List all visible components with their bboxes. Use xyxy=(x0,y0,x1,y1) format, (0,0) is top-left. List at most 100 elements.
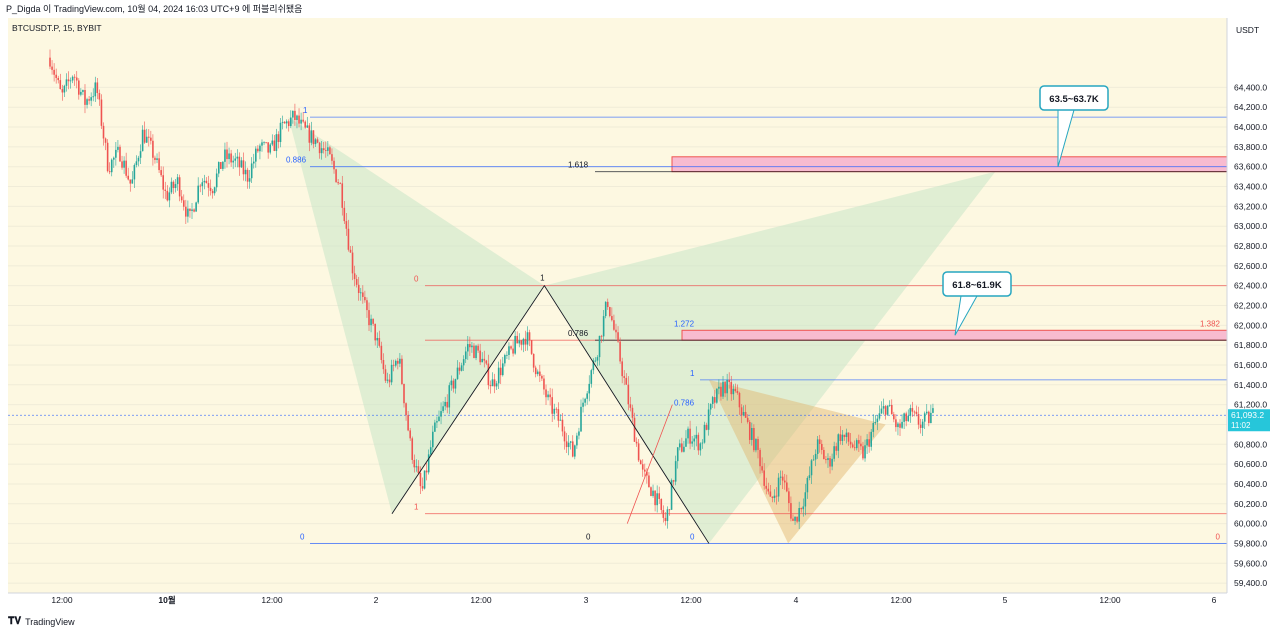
price-axis[interactable]: USDT 64,400.0 64,200.0 64,000.0 63,800.0 63,6… xyxy=(1226,18,1280,595)
candle-body xyxy=(870,431,872,447)
candle-body xyxy=(569,441,572,443)
candle-body xyxy=(271,140,274,145)
candle-body xyxy=(841,434,844,441)
candle-body xyxy=(211,190,214,194)
candle-body xyxy=(353,273,356,280)
candle-body xyxy=(872,423,875,432)
candle-body xyxy=(226,149,228,160)
candle-body xyxy=(113,157,115,160)
candle-body xyxy=(829,458,831,467)
candle-body xyxy=(203,180,206,183)
candle-body xyxy=(349,249,352,253)
candle-body xyxy=(773,495,776,498)
candle-body xyxy=(629,404,632,408)
candle-body xyxy=(858,440,860,444)
candle-body xyxy=(477,345,479,351)
candle-body xyxy=(108,171,111,173)
time-tick-label: 12:00 xyxy=(51,595,73,605)
candle-body xyxy=(324,150,327,151)
candle-body xyxy=(355,279,358,285)
price-tick-label: 63,200.0 xyxy=(1234,201,1267,211)
candle-body xyxy=(691,441,693,444)
candle-body xyxy=(347,228,350,250)
candle-body xyxy=(384,369,387,381)
candle-body xyxy=(306,125,309,128)
candle-body xyxy=(625,377,628,385)
candle-body xyxy=(678,443,681,448)
last-price-marker xyxy=(1228,409,1270,432)
candle-body xyxy=(501,363,504,376)
candle-body xyxy=(800,508,803,510)
candle-body xyxy=(738,392,741,408)
candle-body xyxy=(584,398,586,403)
price-tick-label: 59,600.0 xyxy=(1234,558,1267,568)
candle-body xyxy=(458,367,461,371)
candle-body xyxy=(755,439,757,451)
candle-body xyxy=(292,110,294,118)
candle-body xyxy=(287,121,290,127)
time-tick-label: 3 xyxy=(584,595,589,605)
pattern-leg-red xyxy=(626,404,673,524)
candle-body xyxy=(425,470,428,473)
candle-body xyxy=(407,415,409,431)
candle-body xyxy=(205,180,208,184)
time-tick-label: 12:00 xyxy=(1099,595,1121,605)
candle-body xyxy=(530,340,533,354)
candle-body xyxy=(703,424,706,443)
candle-body xyxy=(837,434,840,451)
candle-body xyxy=(722,381,724,397)
candle-body xyxy=(631,407,634,418)
candle-body xyxy=(240,160,243,168)
price-tick-label: 62,200.0 xyxy=(1234,301,1267,311)
candle-body xyxy=(53,69,55,75)
candle-body xyxy=(543,378,545,390)
candle-body xyxy=(80,91,82,95)
candle-body xyxy=(104,138,107,143)
candle-body xyxy=(804,492,807,507)
candle-body xyxy=(611,316,613,321)
last-price-countdown: 11:02 xyxy=(1231,421,1251,430)
candle-body xyxy=(331,154,333,161)
candle-body xyxy=(878,413,881,419)
candle-body xyxy=(88,99,90,101)
candle-body xyxy=(674,461,677,482)
candle-body xyxy=(123,160,125,168)
fib-level-label: 1 xyxy=(690,369,695,378)
fib-levels: 1 0.886 1.618 0 0.786 1.272 1.382 1 0.786 1 0 0 0 0 xyxy=(8,106,1227,544)
candle-body xyxy=(508,346,510,355)
candle-body xyxy=(886,405,889,415)
candle-body xyxy=(90,97,92,101)
publish-line: P_Digda 이 TradingView.com, 10월 04, 2024 … xyxy=(6,4,303,14)
fib-level-label: 1.382 xyxy=(1200,319,1221,328)
candle-body xyxy=(224,149,226,162)
candle-body xyxy=(432,431,434,448)
candle-body xyxy=(551,397,553,414)
candle-body xyxy=(467,344,469,352)
candle-body xyxy=(386,379,389,381)
candle-body xyxy=(524,338,527,345)
candle-body xyxy=(290,117,292,127)
candle-body xyxy=(300,119,302,124)
candle-body xyxy=(536,371,539,375)
candle-body xyxy=(847,432,850,442)
candle-body xyxy=(685,438,687,447)
candle-body xyxy=(765,485,768,489)
candle-body xyxy=(899,423,901,428)
fib-level-label: 0 xyxy=(414,275,419,284)
price-tick-label: 60,400.0 xyxy=(1234,479,1267,489)
candle-body xyxy=(242,160,245,175)
candle-body xyxy=(394,360,397,366)
candle-body xyxy=(794,516,796,521)
candle-body xyxy=(481,358,484,363)
candle-body xyxy=(320,148,323,154)
time-axis[interactable]: 12:00 10월 12:00 2 12:00 3 12:00 4 12:00 5 12:00 6 xyxy=(8,592,1227,605)
pattern-triangle-xab xyxy=(288,117,545,514)
candle-body xyxy=(421,486,424,489)
candle-body xyxy=(174,184,177,189)
candle-body xyxy=(808,475,811,478)
candle-body xyxy=(399,358,401,364)
price-tick-label: 62,400.0 xyxy=(1234,281,1267,291)
candle-body xyxy=(59,80,62,90)
candle-body xyxy=(588,383,591,394)
